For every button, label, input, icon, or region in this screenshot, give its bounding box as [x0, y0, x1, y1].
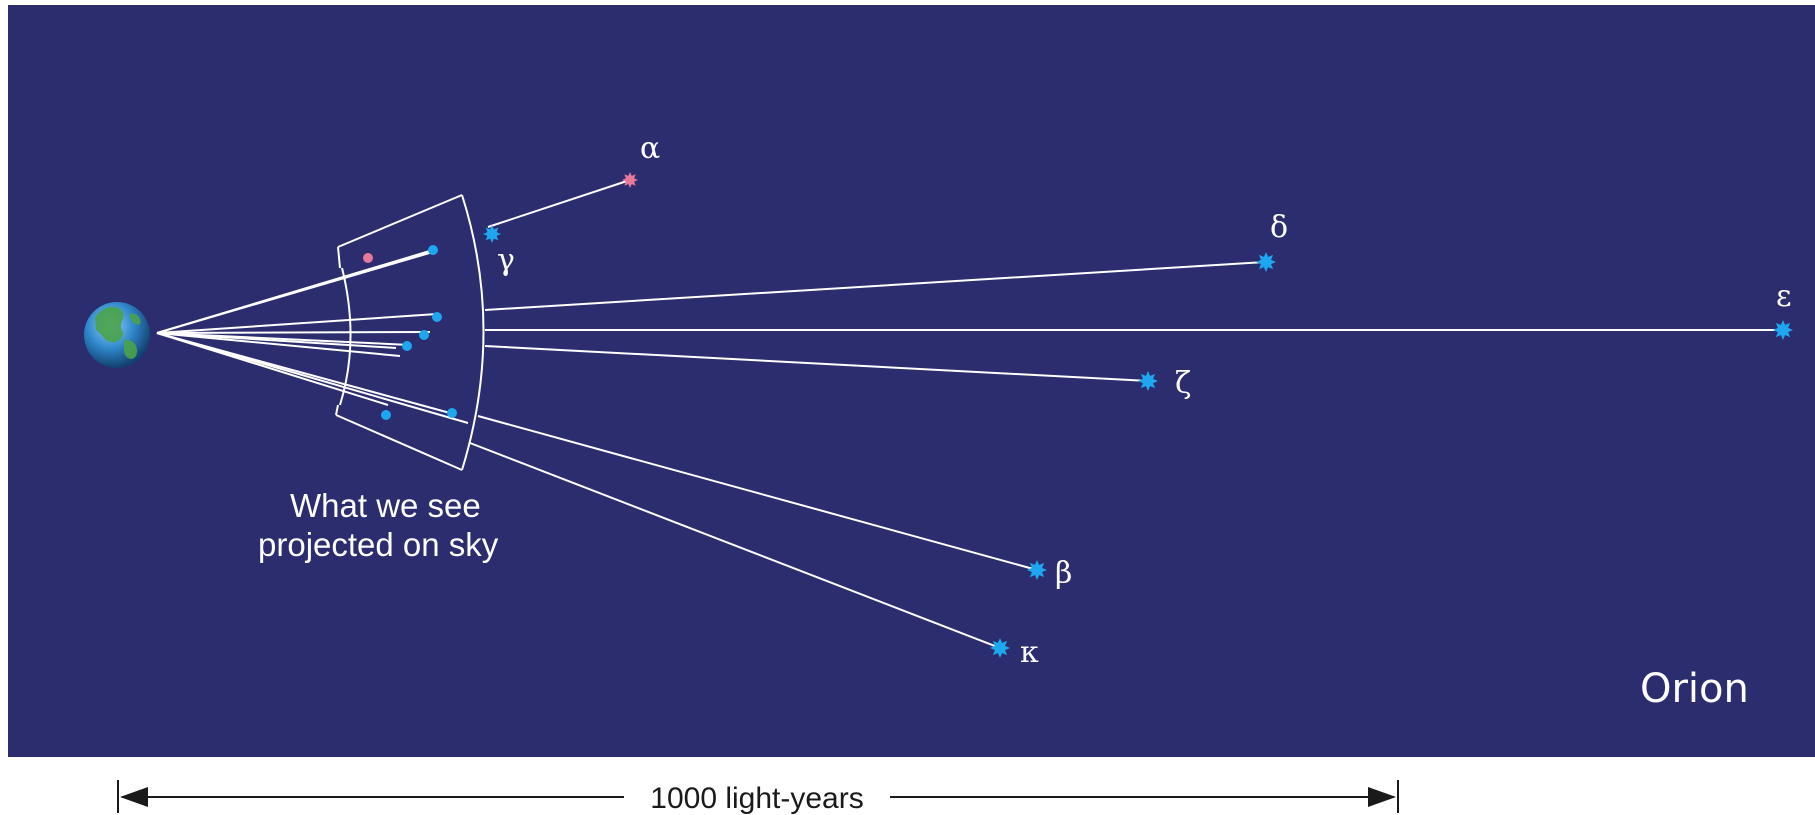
star-label-kappa: κ: [1020, 635, 1039, 670]
scale-label: 1000 light-years: [650, 782, 863, 815]
star-alpha-icon: [622, 172, 638, 188]
sky-background: [8, 5, 1815, 757]
star-label-beta: β: [1055, 556, 1072, 591]
caption-line-1: What we see: [290, 487, 481, 524]
star-kappa-icon: [990, 638, 1010, 658]
star-gamma-icon: [483, 225, 501, 243]
star-zeta-icon: [1138, 371, 1158, 391]
earth-globe-icon: [84, 302, 150, 368]
projection-shell: [335, 194, 485, 471]
projected-dot-alpha: [363, 253, 373, 263]
star-label-alpha: α: [640, 131, 660, 166]
constellation-name: Orion: [1640, 666, 1749, 712]
scale-bar: 1000 light-years: [117, 780, 1399, 815]
star-label-delta: δ: [1270, 210, 1288, 245]
projected-dot-kappa: [381, 410, 391, 420]
projected-dot-zeta: [402, 341, 412, 351]
caption-line-2: projected on sky: [258, 526, 499, 563]
star-beta-icon: [1027, 560, 1047, 580]
star-delta-icon: [1256, 252, 1276, 272]
projected-dots: [363, 245, 457, 420]
stars-layer: [483, 172, 1793, 658]
star-label-gamma: γ: [497, 243, 515, 278]
projected-dot-delta: [432, 312, 442, 322]
projected-dot-epsilon: [419, 330, 429, 340]
projected-dot-beta: [447, 408, 457, 418]
star-label-zeta: ζ: [1175, 366, 1191, 401]
sight-lines-near: [156, 249, 469, 424]
star-label-epsilon: ε: [1776, 279, 1792, 314]
sight-lines-far: [469, 179, 1783, 649]
star-epsilon-icon: [1773, 320, 1793, 340]
projected-dot-gamma: [428, 245, 438, 255]
